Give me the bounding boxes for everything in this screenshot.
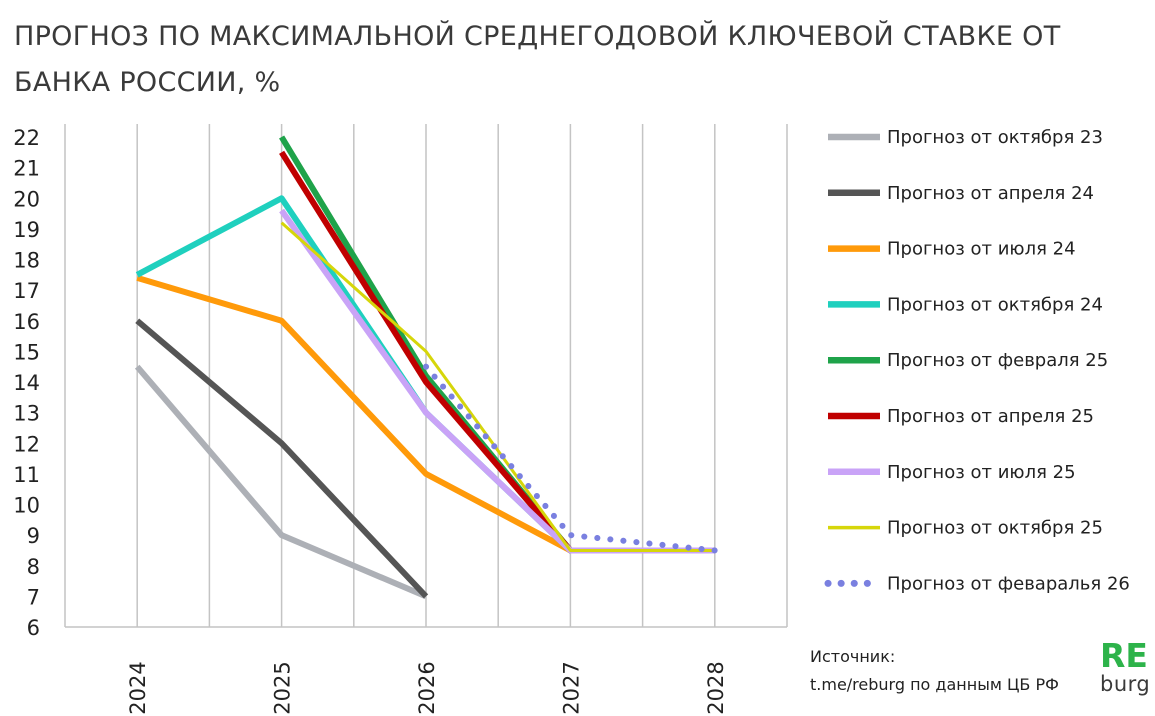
y-tick-label: 22	[13, 126, 40, 150]
x-tick-label: 2024	[126, 661, 150, 714]
grid	[64, 124, 788, 628]
y-tick-label: 9	[27, 524, 40, 548]
x-tick-label: 2025	[271, 661, 295, 714]
reburg-logo: RE burg	[1100, 636, 1152, 696]
x-tick-label: 2028	[704, 661, 728, 714]
legend-label: Прогноз от октября 25	[887, 518, 1103, 539]
y-tick-label: 14	[13, 371, 40, 395]
series-line	[134, 364, 428, 600]
series-line	[135, 318, 429, 599]
legend-label: Прогноз от феваралья 26	[887, 573, 1130, 594]
y-axis: 6 7 8 9 10 11 12 13 14 15 16 17 18 19 20 21 22	[13, 126, 40, 640]
logo-bottom-text: burg	[1100, 672, 1151, 696]
y-tick-label: 18	[13, 249, 40, 273]
legend-label: Прогноз от апреля 24	[887, 183, 1094, 204]
y-tick-label: 15	[13, 340, 40, 364]
legend: Прогноз от октября 23 Прогноз от апреля 2…	[824, 127, 1130, 594]
y-tick-label: 16	[13, 310, 40, 334]
y-tick-label: 6	[27, 616, 40, 640]
legend-label: Прогноз от июля 24	[887, 239, 1076, 260]
series-lines	[134, 135, 718, 600]
source-label: Источник:	[810, 647, 896, 666]
legend-label: Прогноз от февраля 25	[887, 350, 1108, 371]
y-tick-label: 20	[13, 187, 40, 211]
series-line	[423, 363, 718, 554]
y-tick-label: 19	[13, 218, 40, 242]
y-tick-label: 21	[13, 157, 40, 181]
y-tick-label: 8	[27, 555, 40, 579]
y-tick-label: 11	[13, 463, 40, 487]
y-tick-label: 17	[13, 279, 40, 303]
y-tick-label: 7	[27, 585, 40, 609]
legend-label: Прогноз от октября 23	[887, 127, 1103, 148]
y-tick-label: 10	[13, 494, 40, 518]
series-line	[280, 221, 715, 552]
chart-title: ПРОГНОЗ ПО МАКСИМАЛЬНОЙ СРЕДНЕГОДОВОЙ КЛ…	[14, 21, 1061, 98]
legend-label: Прогноз от апреля 25	[887, 406, 1094, 427]
x-axis: 2024 2025 2026 2027 2028	[126, 661, 728, 714]
source-note: Источник: t.me/reburg по данным ЦБ РФ	[810, 643, 1059, 699]
x-tick-label: 2026	[415, 661, 439, 714]
legend-label: Прогноз от июля 25	[887, 462, 1076, 483]
x-tick-label: 2027	[559, 661, 583, 714]
legend-label: Прогноз от октября 24	[887, 294, 1103, 315]
y-tick-label: 13	[13, 402, 40, 426]
logo-top-text: RE	[1100, 636, 1148, 675]
y-tick-label: 12	[13, 432, 40, 456]
source-text: t.me/reburg по данным ЦБ РФ	[810, 675, 1059, 694]
